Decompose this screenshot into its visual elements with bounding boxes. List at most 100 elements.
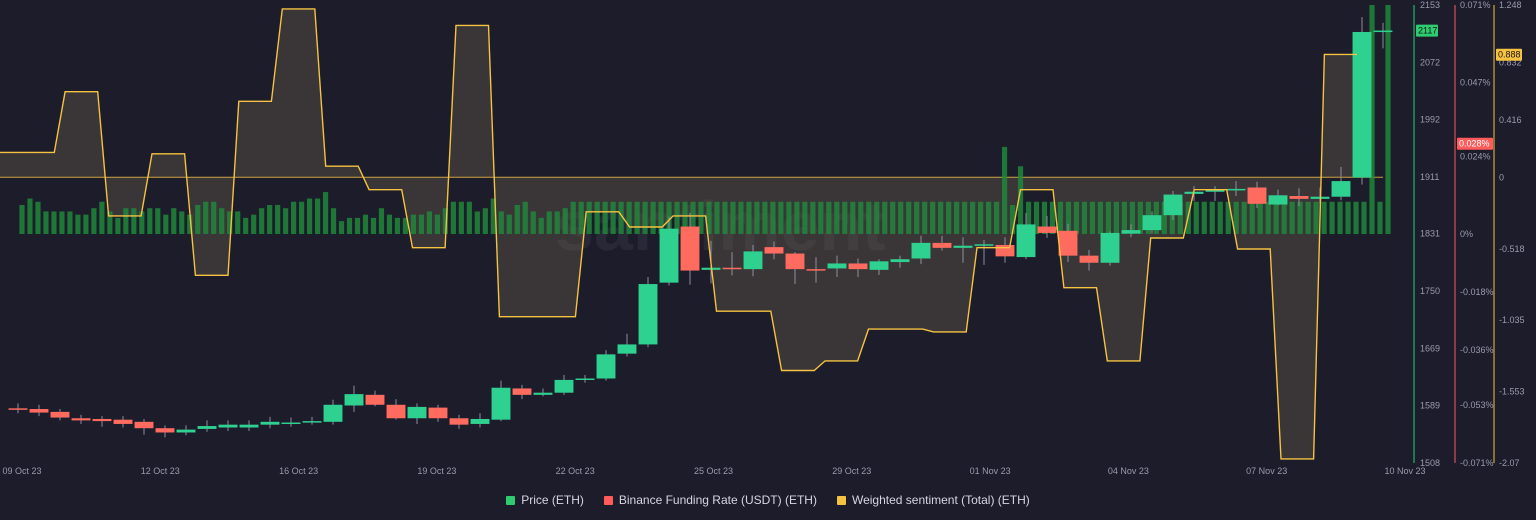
funding-bars (19, 5, 1391, 234)
sentiment-current-badge-bg (1496, 48, 1522, 61)
candle-body (638, 284, 658, 345)
funding-bar (1089, 201, 1096, 234)
legend-label-price: Price (ETH) (521, 493, 584, 507)
funding-bar (115, 217, 121, 234)
funding-bar (674, 201, 680, 234)
candle-body (302, 421, 322, 423)
funding-bar (810, 201, 816, 234)
legend-swatch-funding (603, 495, 613, 505)
funding-bar (123, 208, 129, 234)
legend-item-sentiment[interactable]: Weighted sentiment (Total) (ETH) (836, 493, 1030, 507)
price-tick-label: 1911 (1420, 172, 1439, 182)
candle-body (428, 407, 448, 419)
legend-item-price[interactable]: Price (ETH) (506, 493, 584, 507)
funding-bar (442, 208, 448, 234)
funding-bar (1337, 201, 1343, 234)
funding-bar (227, 211, 233, 234)
funding-bar (67, 211, 73, 234)
x-tick-label: 22 Oct 23 (556, 466, 595, 476)
candle-body (50, 411, 70, 418)
funding-bar (27, 198, 33, 234)
funding-bar (993, 201, 1000, 234)
funding-bar (1137, 201, 1143, 234)
funding-bar (898, 201, 904, 234)
funding-bar (834, 201, 840, 234)
funding-bar (91, 208, 97, 234)
funding-bar (298, 201, 305, 234)
x-tick-label: 25 Oct 23 (694, 466, 733, 476)
candle-body (1016, 224, 1036, 258)
funding-bar (1225, 201, 1231, 234)
funding-bar (410, 214, 417, 234)
price-candles (8, 17, 1393, 438)
candle-body (470, 418, 490, 424)
sentiment-tick-label: 0 (1499, 172, 1504, 182)
x-tick-label: 09 Oct 23 (2, 466, 41, 476)
funding-bar (354, 217, 361, 234)
candle-body (323, 404, 343, 422)
funding-bar (802, 201, 808, 234)
funding-bar (970, 201, 976, 234)
funding-bar (1065, 201, 1072, 234)
candle-body (806, 269, 826, 271)
funding-bar (530, 211, 536, 234)
funding-bar (203, 201, 209, 234)
candle-body (1163, 194, 1183, 216)
funding-bar (314, 198, 321, 234)
legend: Price (ETH) Binance Funding Rate (USDT) … (0, 489, 1536, 511)
funding-bar (1233, 201, 1239, 234)
candle-body (281, 422, 301, 425)
funding-bar (754, 201, 760, 234)
funding-bar (267, 204, 273, 234)
funding-bar (195, 204, 201, 234)
candle-body (71, 418, 91, 421)
funding-bar (1017, 166, 1024, 234)
price-tick-label: 1750 (1420, 286, 1440, 296)
candle-body (365, 394, 385, 405)
funding-bar (370, 217, 377, 234)
x-tick-label: 10 Nov 23 (1384, 466, 1425, 476)
funding-bar (1201, 201, 1207, 234)
candle-body (155, 428, 175, 433)
funding-bar (1057, 201, 1064, 234)
x-tick-label: 16 Oct 23 (279, 466, 318, 476)
funding-bar (985, 201, 992, 234)
candle-body (1247, 187, 1267, 204)
funding-bar (1193, 201, 1199, 234)
funding-bar (1113, 201, 1119, 234)
x-tick-label: 01 Nov 23 (970, 466, 1011, 476)
candle-body (1121, 230, 1141, 234)
funding-bar (522, 201, 528, 234)
funding-bar (794, 201, 800, 234)
chart: santiment 215320721992191118311750166915… (0, 0, 1525, 476)
funding-bar (330, 208, 337, 234)
funding-bar (498, 211, 504, 234)
candle-body (617, 344, 637, 354)
funding-bar (235, 211, 241, 234)
x-tick-label: 29 Oct 23 (832, 466, 871, 476)
funding-bar (1265, 201, 1271, 234)
funding-bar (1321, 201, 1327, 234)
funding-bar (490, 198, 496, 234)
funding-bar (386, 214, 393, 234)
funding-current-badge-bg (1457, 137, 1493, 150)
candle-body (890, 259, 910, 263)
funding-bar (698, 201, 704, 234)
funding-tick-label: 0.071% (1460, 0, 1491, 10)
funding-bar (682, 201, 688, 234)
funding-bar (1353, 201, 1359, 234)
funding-bar (562, 208, 568, 234)
funding-bar (1385, 5, 1391, 234)
funding-bar (642, 201, 648, 234)
funding-bar (346, 217, 353, 234)
legend-label-funding: Binance Funding Rate (USDT) (ETH) (618, 493, 817, 507)
funding-bar (1369, 5, 1375, 234)
candle-body (134, 421, 154, 429)
funding-bar (163, 214, 169, 234)
price-tick-label: 2153 (1420, 0, 1440, 10)
funding-bar (283, 208, 289, 234)
funding-tick-label: 0.047% (1460, 77, 1491, 87)
candle-body (29, 409, 49, 413)
legend-item-funding[interactable]: Binance Funding Rate (USDT) (ETH) (603, 493, 817, 507)
funding-bar (187, 214, 193, 234)
